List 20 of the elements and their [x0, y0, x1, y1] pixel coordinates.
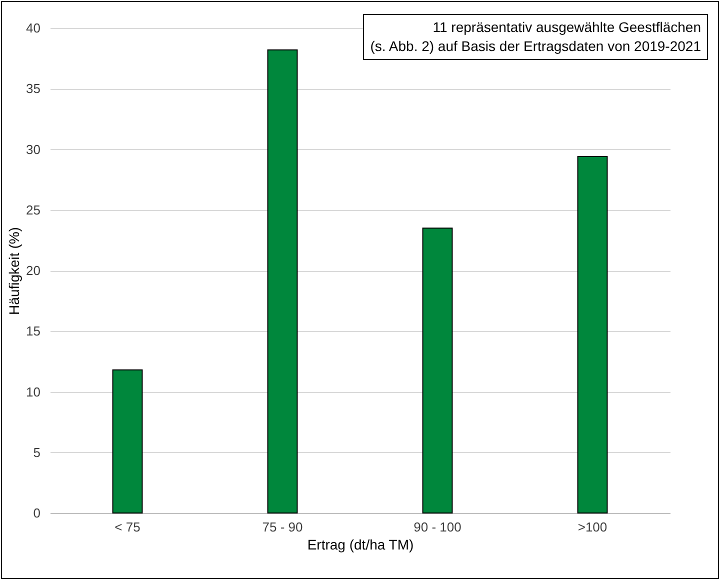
y-tick-label: 35: [26, 81, 40, 96]
y-tick-label: 40: [26, 20, 40, 36]
x-tick-label: >100: [578, 520, 608, 534]
y-tick-label: 20: [26, 263, 40, 278]
bar: [267, 49, 298, 514]
y-tick-label: 5: [33, 444, 40, 460]
x-axis-title: Ertrag (dt/ha TM): [307, 536, 414, 552]
x-tick-label: 75 - 90: [262, 520, 303, 534]
annotation: 11 repräsentativ ausgewählte Geestflächen (s. Abb. 2) auf Basis der Ertragsdaten von 2019-2021: [363, 14, 708, 60]
bar: [422, 228, 453, 514]
bar: [577, 156, 608, 514]
y-tick-label: 25: [26, 202, 40, 218]
y-tick-label: 10: [26, 384, 40, 400]
bar: [112, 369, 143, 514]
y-tick-label: 15: [26, 324, 40, 339]
x-tick-label: < 75: [114, 520, 140, 534]
y-tick-label: 0: [33, 506, 40, 520]
y-axis-title: Häufigkeit (%): [6, 227, 22, 315]
x-tick-label: 90 - 100: [414, 520, 462, 534]
y-tick-label: 30: [26, 142, 40, 157]
